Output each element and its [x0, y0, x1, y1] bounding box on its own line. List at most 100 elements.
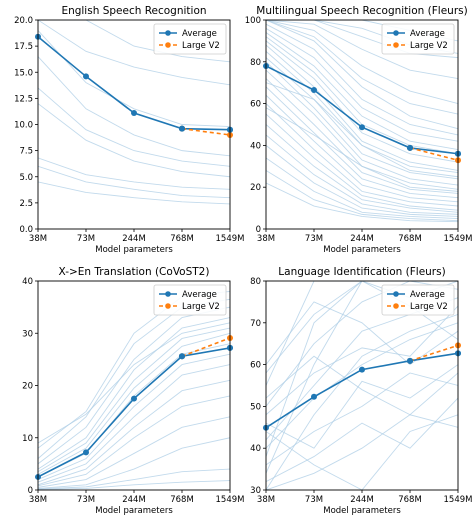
y-tick-label: 20 — [250, 183, 261, 193]
chart-title: Multilingual Speech Recognition (Fleurs) — [256, 5, 467, 17]
background-line — [266, 51, 458, 174]
background-line — [266, 82, 458, 178]
background-line — [266, 78, 458, 194]
background-line — [38, 181, 230, 205]
background-line — [266, 355, 458, 416]
background-line — [38, 56, 230, 157]
background-line — [38, 480, 230, 490]
y-tick-label: 80 — [250, 277, 261, 287]
x-tick-label: 38M — [29, 234, 47, 244]
background-line — [266, 27, 458, 142]
legend-label: Large V2 — [410, 302, 448, 312]
legend-label: Large V2 — [182, 41, 220, 51]
background-line — [266, 322, 458, 449]
background-line — [38, 364, 230, 483]
x-tick-label: 768M — [170, 234, 194, 244]
x-axis-label: Model parameters — [323, 245, 401, 255]
background-line — [266, 301, 458, 366]
background-line — [266, 20, 458, 105]
series-line-large-v2 — [409, 344, 458, 362]
data-point-average — [407, 144, 413, 151]
legend-label: Large V2 — [182, 302, 220, 312]
background-line — [38, 322, 230, 444]
background-line — [266, 281, 458, 474]
legend: Average Large V2 — [153, 23, 227, 55]
y-tick-label: 40 — [22, 277, 33, 287]
chart-panel-3: 0 10 20 30 40 38M 73M 244M 768M 1549M X->En Transl… — [22, 266, 244, 516]
background-line — [266, 44, 458, 171]
x-axis-label: Model parameters — [95, 506, 173, 516]
background-line — [266, 23, 458, 136]
y-tick-label: 60 — [250, 361, 261, 371]
background-line — [266, 103, 458, 207]
chart-panel-2: 0 20 40 60 80 100 38M 73M 244M 768M 1549M Multiling… — [245, 5, 473, 255]
x-tick-label: 73M — [77, 234, 95, 244]
background-line — [266, 170, 458, 222]
background-line — [38, 343, 230, 478]
x-tick-label: 38M — [257, 495, 275, 505]
series-line-large-v2 — [181, 337, 230, 357]
y-tick-label: 70 — [250, 319, 261, 329]
background-line — [38, 20, 230, 86]
chart-title: X->En Translation (CoVoST2) — [59, 266, 210, 278]
legend-marker — [393, 303, 399, 309]
data-point-average — [83, 449, 89, 456]
background-line — [266, 281, 458, 374]
y-tick-label: 10 — [22, 434, 33, 444]
background-line — [266, 124, 458, 213]
background-line — [266, 20, 458, 79]
background-line — [266, 372, 458, 466]
x-tick-label: 768M — [170, 495, 194, 505]
legend-box — [153, 284, 227, 316]
x-tick-label: 38M — [29, 495, 47, 505]
legend: Average Large V2 — [381, 23, 455, 55]
background-line — [266, 113, 458, 211]
y-tick-label: 20.0 — [14, 16, 33, 26]
legend-label: Large V2 — [410, 41, 448, 51]
background-line — [266, 414, 458, 490]
background-line — [266, 20, 458, 59]
legend-label: Average — [410, 290, 445, 300]
background-line — [38, 306, 230, 465]
background-line — [38, 298, 230, 459]
data-point-average — [131, 110, 137, 117]
background-line — [38, 327, 230, 473]
y-tick-label: 80 — [250, 58, 261, 68]
background-line — [266, 57, 458, 180]
legend-box — [381, 284, 455, 316]
y-tick-label: 20 — [22, 382, 33, 392]
background-line — [38, 353, 230, 480]
y-tick-label: 30 — [22, 329, 33, 339]
background-line — [38, 317, 230, 470]
chart-title: English Speech Recognition — [61, 5, 206, 17]
background-line — [38, 103, 230, 178]
background-line — [266, 314, 458, 490]
legend-marker — [165, 291, 171, 297]
background-line — [38, 165, 230, 199]
x-tick-label: 244M — [122, 234, 146, 244]
legend-marker — [393, 291, 399, 297]
series-line-average — [38, 347, 230, 478]
x-tick-label: 1549M — [444, 234, 473, 244]
data-point-average — [83, 73, 89, 80]
background-line — [38, 416, 230, 488]
legend-label: Average — [182, 290, 217, 300]
background-line — [266, 145, 458, 217]
legend-label: Average — [410, 29, 445, 39]
data-point-average — [179, 125, 185, 132]
x-tick-label: 244M — [122, 495, 146, 505]
background-line — [266, 107, 458, 192]
series-line-large-v2 — [409, 147, 458, 162]
x-axis-label: Model parameters — [95, 245, 173, 255]
x-tick-label: 768M — [398, 495, 422, 505]
background-line — [266, 86, 458, 199]
background-line — [38, 30, 230, 128]
legend-label: Average — [182, 29, 217, 39]
chart-title: Language Identification (Fleurs) — [278, 266, 445, 278]
chart-panel-4: 30 40 50 60 70 80 38M 73M 244M 768M 1549M Language … — [250, 266, 472, 516]
background-line — [266, 281, 458, 386]
x-tick-label: 244M — [350, 234, 374, 244]
y-tick-label: 60 — [250, 100, 261, 110]
x-tick-label: 73M — [305, 234, 323, 244]
